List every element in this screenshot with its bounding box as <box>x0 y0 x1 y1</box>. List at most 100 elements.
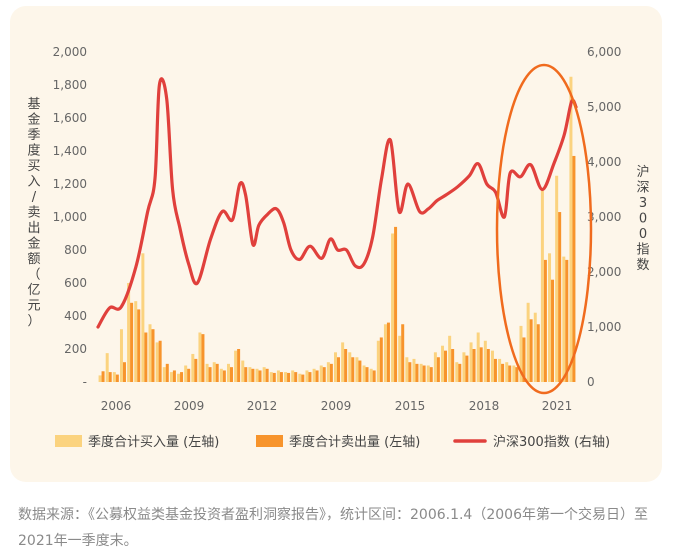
sell-bar <box>458 363 462 382</box>
buy-bar <box>105 353 109 382</box>
sell-bar <box>144 332 148 382</box>
index-line <box>96 77 578 329</box>
sell-bar <box>493 358 497 382</box>
buy-bar <box>433 352 437 382</box>
x-tick-label: 2009 <box>174 399 205 413</box>
sell-bar <box>422 365 426 382</box>
buy-bar <box>505 362 509 382</box>
buy-bar <box>169 372 173 382</box>
sell-bar <box>258 370 262 382</box>
buy-bar <box>155 342 159 382</box>
source-note: 数据来源：《公募权益类基金投资者盈利洞察报告》，统计区间：2006.1.4（20… <box>18 507 648 549</box>
buy-bar <box>455 362 459 382</box>
legend-label: 沪深300指数 (右轴) <box>493 434 610 450</box>
buy-bar <box>276 370 280 382</box>
left-tick-label: 200 <box>64 342 87 356</box>
buy-bar <box>348 352 352 382</box>
x-tick-label: 2009 <box>321 399 352 413</box>
x-tick-label: 2021 <box>542 399 573 413</box>
sell-bar <box>551 279 555 382</box>
left-axis-ticks: - 200 400 600 800 1,000 1,200 1,400 1,600 1,800 2,… <box>53 45 87 389</box>
buy-bar <box>540 190 544 382</box>
buy-bar <box>490 350 494 382</box>
sell-bar <box>337 357 340 382</box>
x-tick-label: 2015 <box>395 399 426 413</box>
buy-bar <box>98 375 102 382</box>
left-tick-label: 1,400 <box>53 144 87 158</box>
sell-bar <box>101 371 105 382</box>
sell-bar <box>329 363 333 382</box>
left-axis-title-text: 基金季度买入/卖出金额（亿元） <box>27 97 40 329</box>
buy-bar <box>305 370 309 382</box>
right-tick-label: 1,000 <box>587 320 621 334</box>
sell-bar <box>287 372 291 382</box>
buy-bar <box>326 362 330 382</box>
left-tick-label: 1,800 <box>53 78 87 92</box>
buy-bar <box>205 363 209 382</box>
sell-bar <box>451 349 455 382</box>
sell-bar <box>415 363 419 382</box>
buy-bar <box>262 367 266 382</box>
sell-bar <box>572 155 576 382</box>
buy-bar <box>391 233 395 382</box>
sell-bar <box>358 360 362 382</box>
buy-bar <box>533 312 537 382</box>
sell-bar <box>565 259 569 382</box>
legend-bar-swatch <box>55 435 82 447</box>
right-tick-label: 2,000 <box>587 265 621 279</box>
buy-bar <box>312 368 316 382</box>
buy-bar <box>498 358 502 382</box>
sell-bar <box>344 349 348 382</box>
sell-bar <box>436 357 440 382</box>
sell-bar <box>558 212 562 382</box>
right-axis-ticks: 0 1,000 2,000 3,000 4,000 5,000 6,000 <box>587 45 621 389</box>
sell-bar <box>472 349 476 382</box>
buy-bar <box>526 302 530 382</box>
buy-bar <box>369 368 373 382</box>
right-axis-title-text: 沪深 3 0 0 指数 <box>636 164 649 273</box>
sell-bar <box>180 372 184 382</box>
buy-bar <box>319 365 323 382</box>
sell-bar <box>322 367 326 382</box>
sell-bar <box>172 370 176 382</box>
sell-bar <box>522 337 526 382</box>
sell-bar <box>187 368 191 382</box>
buy-bar <box>383 324 387 382</box>
legend-label: 季度合计买入量 (左轴) <box>88 434 219 450</box>
buy-bar <box>226 363 230 382</box>
sell-bar <box>529 319 533 382</box>
sell-bar <box>536 324 540 382</box>
sell-bar <box>122 362 126 382</box>
sell-bar <box>408 362 412 382</box>
buy-bar <box>476 332 480 382</box>
fund-trading-chart: - 200 400 600 800 1,000 1,200 1,400 1,600 1,800 2,… <box>27 45 649 450</box>
x-axis-ticks: 2006 2009 2012 2009 2015 2018 2021 <box>101 399 573 413</box>
sell-bar <box>215 363 219 382</box>
sell-bar <box>244 367 248 382</box>
left-tick-label: 600 <box>64 276 87 290</box>
left-tick-label: 2,000 <box>53 45 87 59</box>
right-tick-label: 0 <box>587 375 595 389</box>
buy-bar <box>355 357 359 382</box>
sell-bar <box>372 370 376 382</box>
sell-bar <box>429 367 433 382</box>
buy-bar <box>162 367 166 382</box>
highlight-ellipse <box>495 63 593 395</box>
sell-bar <box>279 372 283 382</box>
legend-label: 季度合计卖出量 (左轴) <box>289 434 420 450</box>
sell-bar <box>501 363 505 382</box>
x-tick-label: 2018 <box>469 399 500 413</box>
buy-bar <box>119 329 123 382</box>
sell-bar <box>229 367 233 382</box>
buy-bar <box>177 373 181 382</box>
buy-bar <box>284 372 288 382</box>
sell-bar <box>251 368 255 382</box>
sell-bar <box>379 337 383 382</box>
buy-bar <box>191 353 195 382</box>
buy-bar <box>426 365 430 382</box>
sell-bar <box>444 350 448 382</box>
left-tick-label: - <box>83 375 87 389</box>
buy-bar <box>519 325 523 382</box>
buy-bar <box>469 342 473 382</box>
buy-bar <box>134 301 138 382</box>
